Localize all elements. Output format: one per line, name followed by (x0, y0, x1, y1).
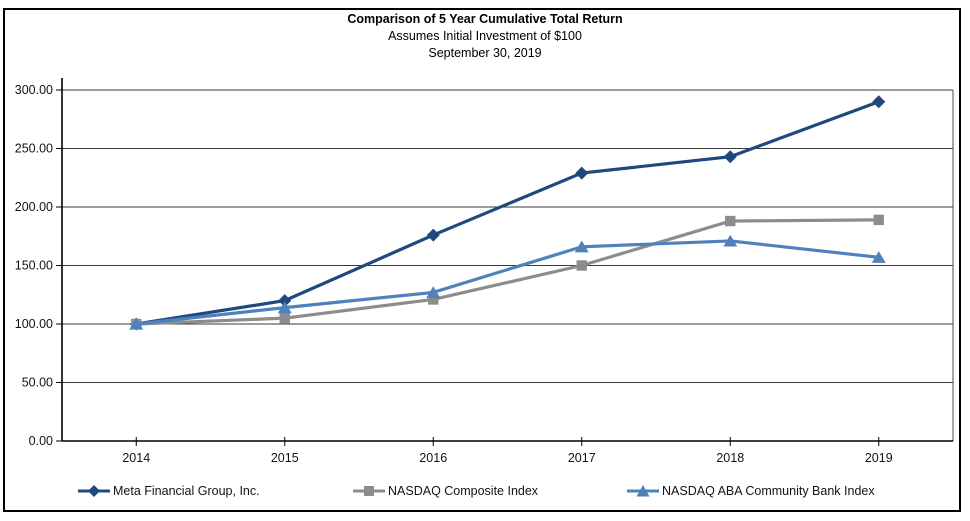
y-axis-label: 250.00 (15, 142, 53, 156)
legend-label-nasdaq-composite: NASDAQ Composite Index (388, 483, 539, 498)
x-axis-label: 2018 (716, 451, 744, 465)
data-point-diamond-meta-financial-group-inc (872, 95, 886, 109)
legend-item-nasdaq-aba-community-bank: NASDAQ ABA Community Bank Index (627, 483, 875, 498)
legend-marker-square-icon (353, 485, 385, 496)
legend-marker-diamond-icon (78, 484, 110, 497)
legend-marker-triangle-icon (627, 484, 659, 496)
x-axis-label: 2017 (568, 451, 596, 465)
data-point-square-nasdaq-composite-index (279, 312, 290, 324)
y-axis-label: 100.00 (15, 317, 53, 331)
y-axis-label: 0.00 (29, 434, 53, 448)
data-point-diamond-meta-financial-group-inc (723, 150, 737, 164)
chart-title-block: Comparison of 5 Year Cumulative Total Re… (0, 11, 970, 62)
legend-label-meta-financial-group: Meta Financial Group, Inc. (113, 483, 260, 498)
chart-subtitle: Assumes Initial Investment of $100 (388, 29, 582, 43)
data-point-diamond-meta-financial-group-inc (426, 228, 440, 242)
data-point-square-nasdaq-composite-index (725, 215, 736, 227)
x-axis-label: 2019 (865, 451, 893, 465)
y-axis-label: 50.00 (22, 376, 53, 390)
series-line-nasdaq-composite-index (134, 218, 881, 326)
x-axis-label: 2015 (271, 451, 299, 465)
series-line-meta-financial-group-inc (134, 100, 881, 326)
y-axis-label: 300.00 (15, 83, 53, 97)
data-point-triangle-nasdaq-aba-community-bank-index (277, 301, 292, 314)
x-axis-label: 2016 (419, 451, 447, 465)
data-point-square-nasdaq-composite-index (576, 260, 587, 271)
data-point-triangle-nasdaq-aba-community-bank-index (129, 317, 144, 330)
series-line-nasdaq-aba-community-bank-index (134, 239, 881, 326)
x-axis-label: 2014 (122, 451, 150, 465)
chart-title: Comparison of 5 Year Cumulative Total Re… (347, 12, 623, 26)
data-point-square-nasdaq-composite-index (873, 214, 884, 226)
legend-item-meta-financial-group: Meta Financial Group, Inc. (78, 483, 260, 498)
y-axis-label: 200.00 (15, 200, 53, 214)
data-point-triangle-nasdaq-aba-community-bank-index (574, 240, 589, 253)
data-point-triangle-nasdaq-aba-community-bank-index (426, 286, 441, 299)
legend-label-nasdaq-aba-community-bank: NASDAQ ABA Community Bank Index (662, 483, 875, 498)
outer-border (3, 8, 961, 512)
data-point-triangle-nasdaq-aba-community-bank-index (871, 251, 886, 263)
data-point-diamond-meta-financial-group-inc (278, 294, 292, 308)
data-point-diamond-meta-financial-group-inc (575, 166, 589, 180)
chart-date: September 30, 2019 (428, 46, 542, 60)
legend-item-nasdaq-composite: NASDAQ Composite Index (353, 483, 538, 498)
data-point-triangle-nasdaq-aba-community-bank-index (723, 234, 738, 247)
y-axis-label: 150.00 (15, 259, 53, 273)
